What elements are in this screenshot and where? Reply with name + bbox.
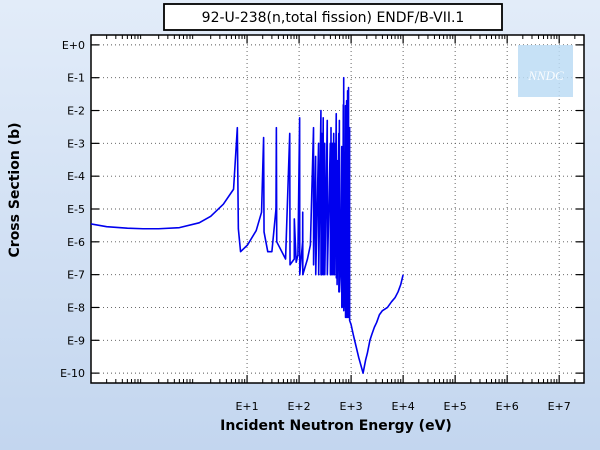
- chart-title: 92-U-238(n,total fission) ENDF/B-VII.1: [202, 10, 465, 26]
- watermark-text: NNDC: [527, 68, 564, 83]
- y-tick-label: E+0: [62, 39, 85, 52]
- y-tick-label: E-6: [67, 236, 85, 249]
- title-box: [163, 3, 503, 31]
- watermark-logo: [518, 45, 573, 97]
- x-tick-label: E+4: [392, 400, 415, 413]
- y-tick-label: E-1: [67, 72, 85, 85]
- y-tick-label: E-9: [67, 334, 85, 347]
- y-axis-label: Cross Section (b): [7, 123, 23, 258]
- x-tick-label: E+2: [287, 400, 310, 413]
- tick-labels: E+1 E+2 E+3 E+4 E+5 E+6 E+7 E+0 E-1 E-2 E-3 E-4 E-5 E…: [60, 39, 571, 413]
- x-tick-label: E+7: [548, 400, 571, 413]
- x-tick-label: E+6: [496, 400, 519, 413]
- y-tick-label: E-8: [67, 301, 85, 314]
- ticks: [91, 35, 584, 383]
- y-tick-label: E-4: [67, 170, 85, 183]
- y-tick-label: E-3: [67, 137, 85, 150]
- series-line: [91, 76, 404, 374]
- x-axis-label: Incident Neutron Energy (eV): [220, 418, 452, 434]
- x-tick-label: E+3: [340, 400, 363, 413]
- data-layer: [91, 76, 404, 374]
- y-tick-label: E-2: [67, 105, 85, 118]
- x-tick-label: E+5: [444, 400, 467, 413]
- x-tick-label: E+1: [235, 400, 258, 413]
- y-tick-label: E-10: [60, 367, 85, 380]
- y-tick-label: E-7: [67, 269, 85, 282]
- y-tick-label: E-5: [67, 203, 85, 216]
